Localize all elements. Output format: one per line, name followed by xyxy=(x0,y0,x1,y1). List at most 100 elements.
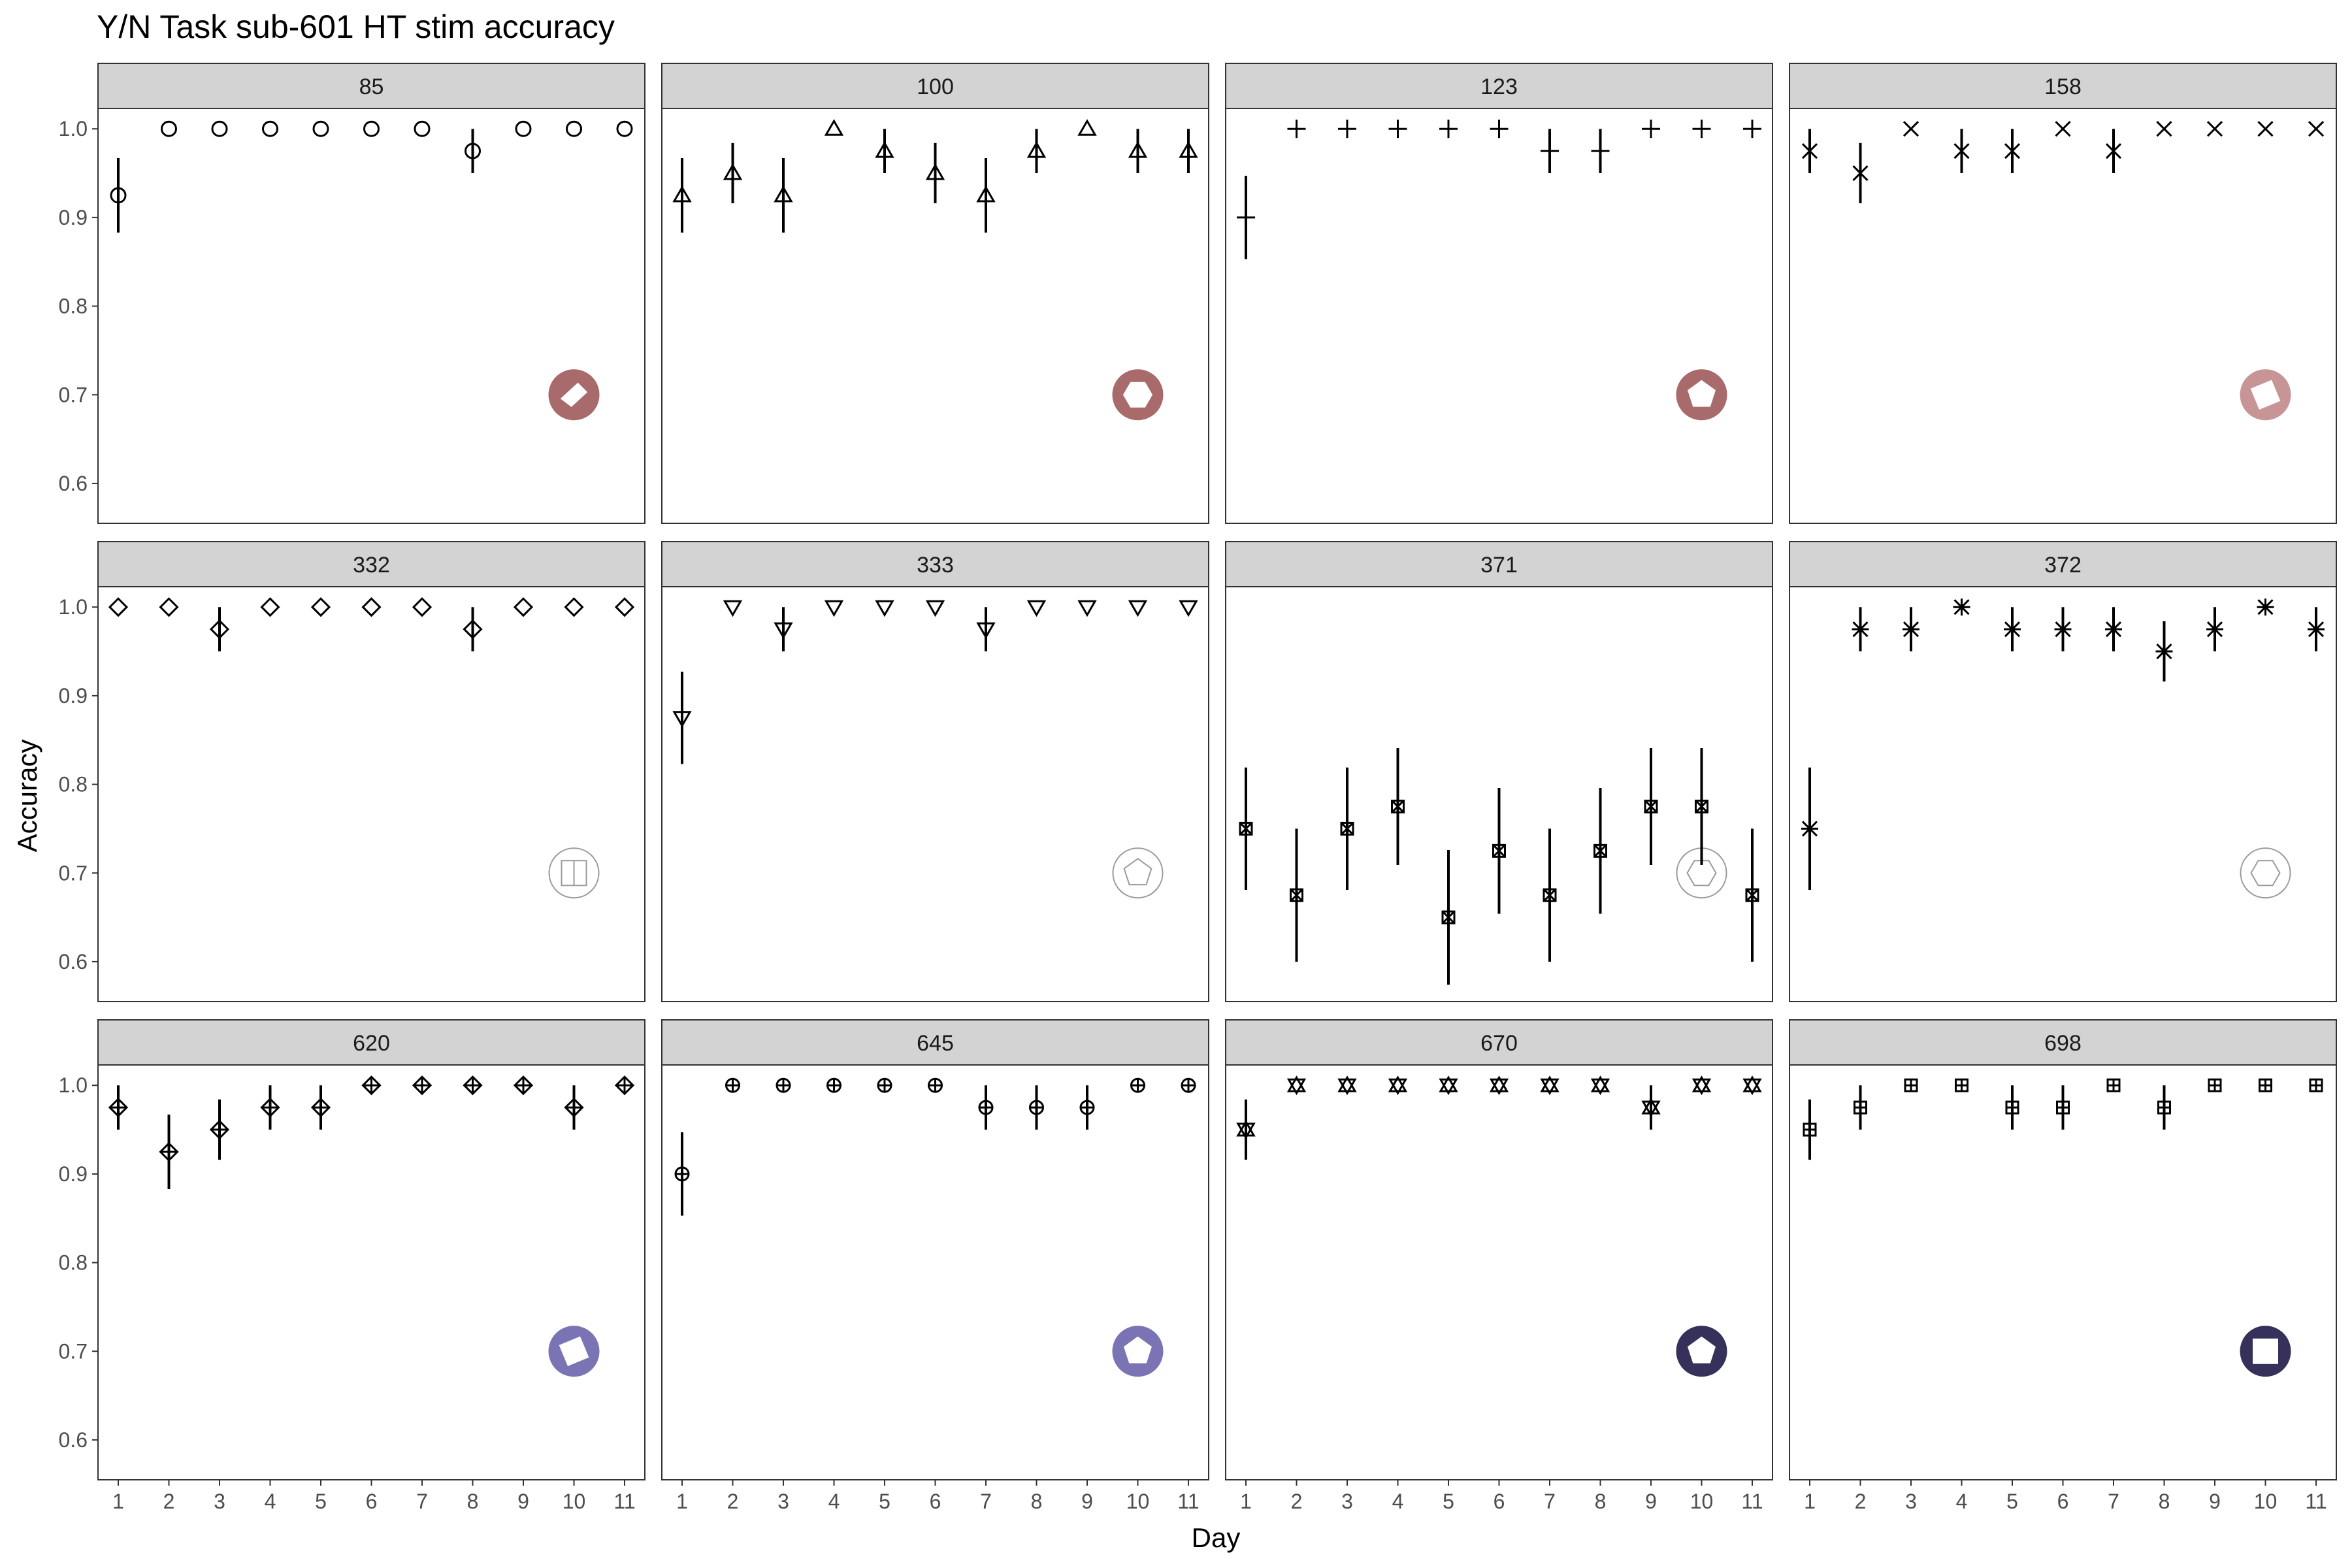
stimulus-icon xyxy=(548,847,600,899)
data-point xyxy=(1079,1085,1095,1130)
data-point xyxy=(1489,1075,1509,1096)
data-point xyxy=(672,672,692,764)
facet-strip xyxy=(661,63,1209,109)
data-point xyxy=(723,142,743,204)
data-point xyxy=(826,1077,841,1093)
data-point xyxy=(1026,129,1047,174)
y-tick-label: 0.9 xyxy=(59,1162,88,1186)
data-point xyxy=(2056,1085,2070,1130)
facet-panel-371: 371 xyxy=(1225,541,1773,1002)
data-point xyxy=(774,607,793,652)
facet-strip-label: 372 xyxy=(2044,553,2082,578)
data-point xyxy=(361,597,382,617)
facet-strip-label: 333 xyxy=(917,553,954,578)
data-point xyxy=(463,607,483,652)
y-tick-label: 1.0 xyxy=(59,1073,88,1097)
x-tick-label: 2 xyxy=(727,1490,739,1513)
facet-plot-area xyxy=(1225,1064,1773,1480)
data-point xyxy=(1490,120,1509,139)
data-point xyxy=(1340,767,1354,890)
facet-panel-698: 698 1 2 3 4 5 6 7 8 9 10 11 xyxy=(1789,1019,2337,1513)
x-tick-label: 7 xyxy=(980,1490,992,1513)
data-point xyxy=(1644,747,1658,866)
stimulus-icon xyxy=(1112,847,1164,899)
data-point xyxy=(723,600,743,617)
facet-strip xyxy=(97,541,645,587)
x-tick-label: 6 xyxy=(930,1490,941,1513)
data-point xyxy=(211,120,228,137)
data-point xyxy=(2105,129,2122,174)
data-point xyxy=(1540,1075,1560,1096)
data-point xyxy=(513,1075,534,1096)
data-point xyxy=(725,1077,740,1093)
facet-panel-85: 85 0.6 0.7 0.8 0.9 1.0 xyxy=(59,63,645,524)
data-point xyxy=(1543,828,1557,962)
facet-strip xyxy=(1225,63,1773,109)
data-point xyxy=(2156,121,2172,137)
data-point xyxy=(1852,142,1869,204)
facet-strip-label: 100 xyxy=(917,74,954,99)
data-point xyxy=(1541,129,1559,174)
x-axis-title: Day xyxy=(1192,1522,1241,1553)
data-point xyxy=(925,142,945,204)
x-tick-label: 4 xyxy=(265,1490,276,1513)
y-tick-label: 0.8 xyxy=(59,295,88,318)
stimulus-icon xyxy=(548,1326,600,1377)
x-tick-label: 9 xyxy=(1645,1490,1657,1513)
data-point xyxy=(2005,1085,2019,1130)
data-point xyxy=(614,597,635,617)
x-tick-label: 8 xyxy=(467,1490,479,1513)
facet-strip-label: 332 xyxy=(353,553,390,578)
data-point xyxy=(108,1085,129,1130)
x-tick-label: 2 xyxy=(163,1490,175,1513)
data-point xyxy=(2206,607,2223,652)
x-tick-label: 9 xyxy=(1081,1490,1093,1513)
data-point xyxy=(1286,1075,1307,1096)
data-point xyxy=(1236,1099,1256,1160)
data-point xyxy=(2157,1085,2171,1130)
facet-panel-100: 100 xyxy=(661,63,1209,524)
data-point xyxy=(515,120,532,137)
facet-plot-area xyxy=(97,108,645,524)
facet-strip-label: 85 xyxy=(359,74,384,99)
x-tick-label: 5 xyxy=(2006,1490,2018,1513)
x-tick-label: 1 xyxy=(112,1490,124,1513)
data-point xyxy=(1026,600,1047,617)
x-tick-label: 1 xyxy=(676,1490,688,1513)
data-point xyxy=(1077,119,1097,136)
x-tick-label: 11 xyxy=(1177,1490,1199,1513)
data-point xyxy=(1695,747,1708,866)
x-tick-label: 6 xyxy=(1494,1490,1505,1513)
facet-strip-label: 620 xyxy=(353,1031,390,1056)
stimulus-icon xyxy=(1676,1326,1727,1377)
facet-panel-158: 158 xyxy=(1789,63,2337,524)
data-point xyxy=(1388,120,1407,139)
facet-strip-label: 698 xyxy=(2044,1031,2082,1056)
data-point xyxy=(2206,121,2223,137)
facet-panel-332: 332 0.6 0.7 0.8 0.9 1.0 xyxy=(59,541,645,1002)
data-point xyxy=(1130,1077,1145,1093)
y-tick-label: 0.7 xyxy=(59,383,88,406)
stimulus-icon xyxy=(1676,369,1727,421)
data-point xyxy=(1955,1078,1968,1092)
data-point xyxy=(2106,1078,2121,1092)
y-tick-label: 1.0 xyxy=(59,595,88,619)
data-point xyxy=(976,607,996,652)
x-tick-label: 8 xyxy=(1595,1490,1607,1513)
data-point xyxy=(1593,788,1607,914)
facet-plot-area xyxy=(1225,108,1773,524)
data-point xyxy=(1128,600,1148,617)
facet-panel-645: 645 1 2 3 4 5 6 7 8 9 10 11 xyxy=(661,1019,1209,1513)
x-tick-label: 3 xyxy=(777,1490,789,1513)
data-point xyxy=(513,597,534,617)
data-point xyxy=(976,157,996,233)
data-point xyxy=(1287,120,1306,139)
facet-panel-123: 123 xyxy=(1225,63,1773,524)
facet-strip-label: 158 xyxy=(2044,74,2082,99)
data-point xyxy=(1642,120,1660,139)
x-tick-label: 11 xyxy=(613,1490,635,1513)
data-point xyxy=(1803,1099,1817,1160)
data-point xyxy=(774,157,793,233)
data-point xyxy=(1179,600,1198,617)
x-tick-label: 6 xyxy=(366,1490,378,1513)
